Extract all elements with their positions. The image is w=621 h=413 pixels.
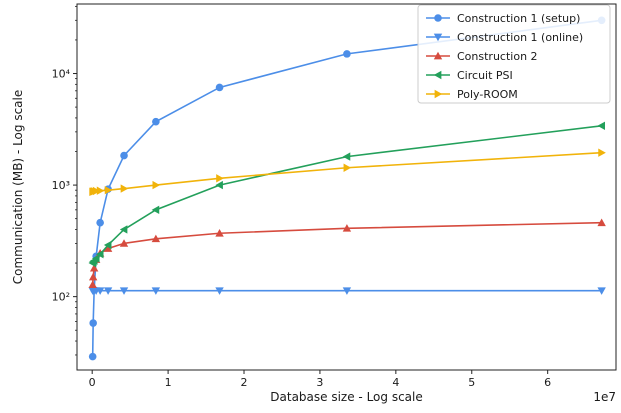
legend-marker — [434, 89, 443, 99]
x-tick-label: 5 — [468, 376, 475, 389]
legend-item: Poly-ROOM — [426, 88, 518, 101]
data-point — [342, 152, 351, 161]
data-point — [120, 151, 128, 160]
data-point — [598, 148, 606, 157]
legend-label: Construction 2 — [457, 50, 538, 63]
legend-label: Poly-ROOM — [457, 88, 518, 101]
legend-item: Construction 1 (online) — [426, 31, 583, 44]
x-tick-label: 3 — [316, 376, 323, 389]
legend-box — [417, 4, 611, 104]
data-point — [92, 186, 101, 196]
x-axis-label: Database size - Log scale — [270, 390, 422, 404]
data-point — [88, 272, 98, 281]
series-line — [91, 125, 602, 264]
axes: 0123456710²10³10⁴ — [52, 3, 621, 389]
data-point — [88, 352, 97, 361]
data-point — [215, 287, 224, 295]
legend-label: Construction 1 (setup) — [457, 12, 580, 25]
data-point — [215, 83, 224, 92]
legend-item: Construction 2 — [426, 50, 538, 63]
data-point — [152, 180, 161, 190]
data-point — [215, 229, 224, 237]
x-tick-label: 1 — [165, 376, 172, 389]
data-point — [103, 240, 112, 250]
series-3 — [88, 121, 606, 268]
series-4 — [89, 148, 606, 197]
legend-marker — [433, 51, 443, 60]
y-axis-label: Communication (MB) - Log scale — [11, 90, 25, 284]
data-point — [95, 287, 105, 295]
data-point — [597, 121, 606, 130]
legend-item: Circuit PSI — [426, 69, 513, 82]
data-point — [342, 224, 352, 232]
series-group — [88, 16, 606, 361]
data-point — [119, 287, 129, 295]
data-point — [151, 234, 161, 243]
legend-marker — [433, 33, 443, 42]
data-point — [119, 225, 128, 234]
data-point — [216, 174, 224, 183]
legend-label: Circuit PSI — [457, 69, 513, 82]
data-point — [96, 218, 104, 227]
data-point — [597, 287, 606, 295]
data-point — [88, 280, 97, 289]
data-point — [215, 180, 223, 190]
series-line — [91, 221, 602, 285]
data-point — [342, 287, 352, 295]
legend-marker — [434, 14, 442, 22]
data-point — [120, 184, 129, 193]
data-point — [96, 186, 105, 195]
x-tick-label: 4 — [392, 376, 399, 389]
data-point — [104, 185, 113, 195]
legend-item: Construction 1 (setup) — [426, 12, 580, 25]
plot-frame — [76, 3, 617, 371]
series-1 — [88, 287, 606, 295]
data-point — [89, 319, 97, 327]
x-tick-label: 2 — [241, 376, 248, 389]
y-tick-label: 10² — [52, 291, 70, 304]
x-tick-label: 0 — [89, 376, 96, 389]
data-point — [343, 50, 351, 58]
data-point — [597, 218, 606, 227]
data-point — [151, 287, 161, 295]
legend-label: Construction 1 (online) — [457, 31, 583, 44]
data-point — [151, 205, 160, 215]
legend: Construction 1 (setup) Construction 1 (on… — [417, 4, 611, 104]
data-point — [343, 163, 352, 172]
data-point — [103, 244, 113, 252]
x-axis-offset-label: 1e7 — [593, 390, 616, 404]
data-point — [91, 254, 100, 263]
y-tick-label: 10³ — [52, 179, 70, 192]
data-point — [119, 239, 129, 247]
data-point — [95, 250, 104, 259]
series-2 — [88, 218, 606, 289]
plot-area — [88, 16, 606, 361]
data-point — [103, 287, 113, 295]
data-point — [89, 263, 99, 272]
y-tick-label: 10⁴ — [52, 68, 71, 81]
x-tick-label: 6 — [544, 376, 551, 389]
data-point — [152, 117, 160, 126]
legend-marker — [433, 70, 442, 80]
